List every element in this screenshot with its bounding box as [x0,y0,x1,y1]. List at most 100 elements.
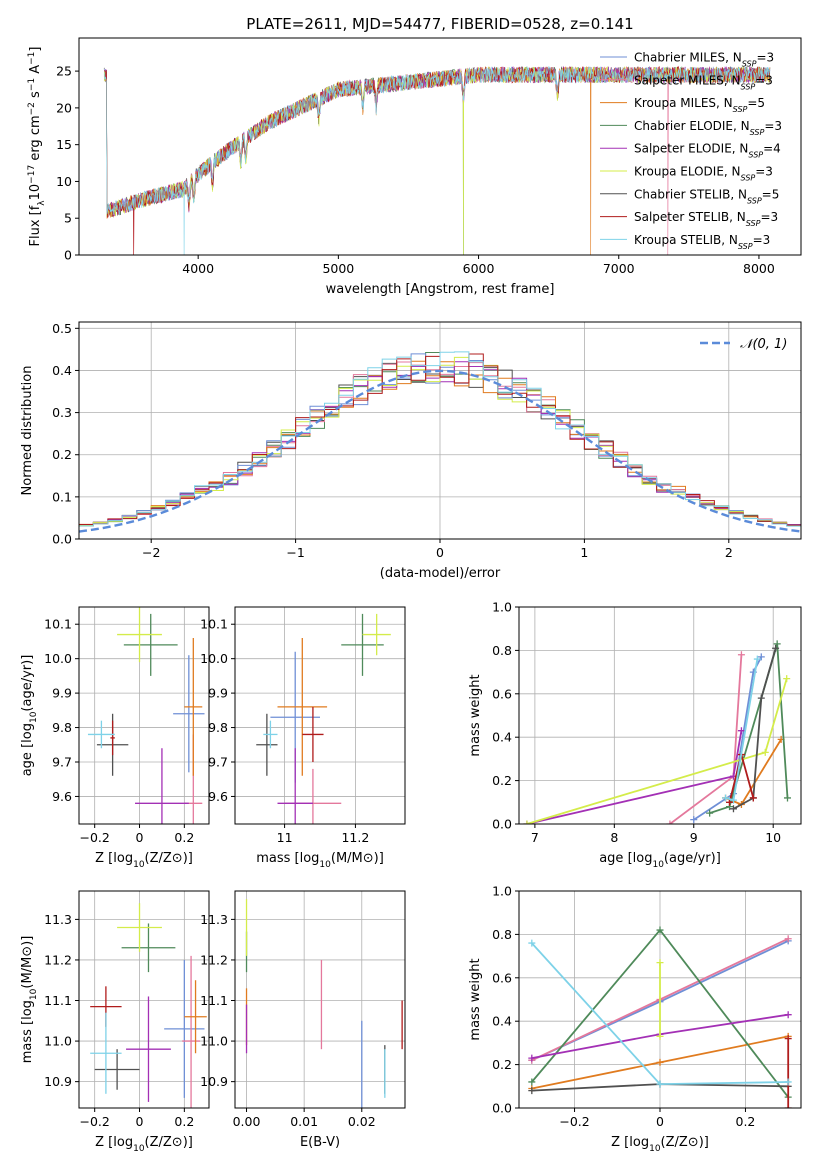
x-axis-label: mass [log10(M/M⊙)] [256,851,384,870]
legend-entry: Salpeter MILES, NSSP=3 [634,73,773,91]
axes-frame [518,606,802,825]
y-tick-label: 9.9 [52,686,72,701]
x-tick-label: 0.00 [233,1114,261,1129]
y-tick-label: 0.8 [492,643,512,658]
chart-mass-weight-vs-Z: −0.2 0 0.2 0.0 0.2 0.4 0.6 0.8 1.0 Z [log10(Z/Z⊙)… [468,884,802,1154]
plot-area [79,351,801,533]
x-tick-label: 11 [277,830,293,845]
x-tick-label: 0 [656,1114,664,1129]
x-tick-label: 0.01 [290,1114,318,1129]
series-7 [784,1035,792,1108]
x-axis-label: E(B-V) [300,1135,340,1150]
errorbar-point-7 [110,720,115,756]
y-tick-label: 0.6 [492,970,512,985]
series-marker [753,655,761,663]
series-marker [773,640,781,648]
y-tick-label: 9.8 [52,720,72,735]
chart-age-vs-mass: 11 11.2 9.6 9.7 9.8 9.9 10.0 10.1 mass [log10(M/… [200,606,406,870]
x-tick-label: 7 [531,830,539,845]
y-tick-label: 11.2 [44,952,72,967]
y-tick-label: 25 [56,64,72,79]
histogram-legend: 𝒩(0, 1) [700,337,787,352]
errorbar-point-4 [135,748,189,824]
y-tick-label: 0.0 [492,1101,512,1116]
y-tick-label: 11.2 [200,952,228,967]
series-marker [729,805,737,813]
x-tick-label: 9 [690,830,698,845]
y-tick-label: 20 [56,100,72,115]
legend-entry: Kroupa MILES, NSSP=5 [634,96,765,114]
y-tick-label: 10 [56,174,72,189]
series-marker [784,1104,792,1108]
axes-frame [234,890,406,1109]
legend-entry: Kroupa STELIB, NSSP=3 [634,233,770,251]
series-marker [772,644,780,652]
axes-frame [78,37,802,256]
legend-entry: Chabrier STELIB, NSSP=5 [634,187,779,205]
y-axis-label: Normed distribution [20,366,35,496]
errorbar-point-5 [362,613,391,656]
series-marker [528,1078,536,1086]
spectrum-legend: Chabrier MILES, NSSP=3 Salpeter MILES, NS… [600,51,782,251]
errorbar-point-1 [182,955,201,1108]
x-tick-label: 6000 [463,261,495,276]
chart-residual-histogram: −2 −1 0 1 2 0.0 0.1 0.2 0.3 0.4 0.5 (data-model)/er… [20,321,802,581]
x-tick-label: 8000 [743,261,775,276]
y-tick-label: 5 [64,211,72,226]
series-marker [729,796,737,804]
x-tick-label: 2 [725,545,733,560]
x-tick-label: 11.2 [341,830,369,845]
series-3 [706,640,791,817]
x-tick-label: 5000 [322,261,354,276]
series-marker [656,959,664,967]
x-tick-label: 1 [580,545,588,560]
x-tick-label: 10 [765,830,781,845]
series-marker [722,794,730,802]
y-tick-label: 0.2 [52,447,72,462]
histogram-step-8 [79,351,801,529]
y-tick-label: 0.0 [492,817,512,832]
x-tick-label: −0.2 [559,1114,589,1129]
y-tick-label: 0.4 [492,730,512,745]
errorbar-point-8 [87,720,115,749]
x-axis-label: Z [log10(Z/Z⊙)] [95,851,193,870]
y-tick-label: 11.0 [200,1034,228,1049]
plot-area [245,899,403,1108]
y-tick-label: 1.0 [492,884,512,899]
y-axis-label: Flux [fλ10−17 erg cm−2 s−1 A−1] [27,47,47,247]
series-marker [690,816,698,824]
spectrum-line-1 [104,65,771,255]
errorbar-point-3 [123,613,178,676]
y-axis-label: mass weight [468,958,483,1040]
x-axis-label: wavelength [Angstrom, rest frame] [326,282,555,297]
series-marker [784,1035,792,1043]
y-tick-label: 0.4 [492,1014,512,1029]
plot-area [90,903,207,1108]
x-axis-label: age [log10(age/yr)] [599,851,721,870]
series-marker [656,1032,664,1040]
x-tick-label: 0.2 [174,1114,194,1129]
axes-frame [78,890,210,1109]
y-tick-label: 0.6 [492,686,512,701]
x-tick-label: 0.02 [348,1114,376,1129]
y-tick-label: 0.8 [492,927,512,942]
errorbar-point-8 [90,1012,122,1094]
y-tick-label: 11.3 [200,912,228,927]
series-5 [523,675,791,824]
y-tick-label: 11.3 [44,912,72,927]
plot-area [103,65,771,255]
series-marker [523,820,531,824]
errorbar-point-0 [173,655,205,773]
legend-entry: 𝒩(0, 1) [740,337,787,352]
errorbar-point-5 [117,903,162,952]
y-tick-label: 9.6 [52,789,72,804]
errorbar-point-6 [94,1049,140,1090]
series-marker [656,1058,664,1066]
errorbar-point-6 [256,713,278,776]
plot-area [528,926,792,1108]
series-marker [528,1054,536,1062]
y-tick-label: 10.0 [200,651,228,666]
y-tick-label: 0.3 [52,405,72,420]
errorbar-point-3 [121,923,176,973]
